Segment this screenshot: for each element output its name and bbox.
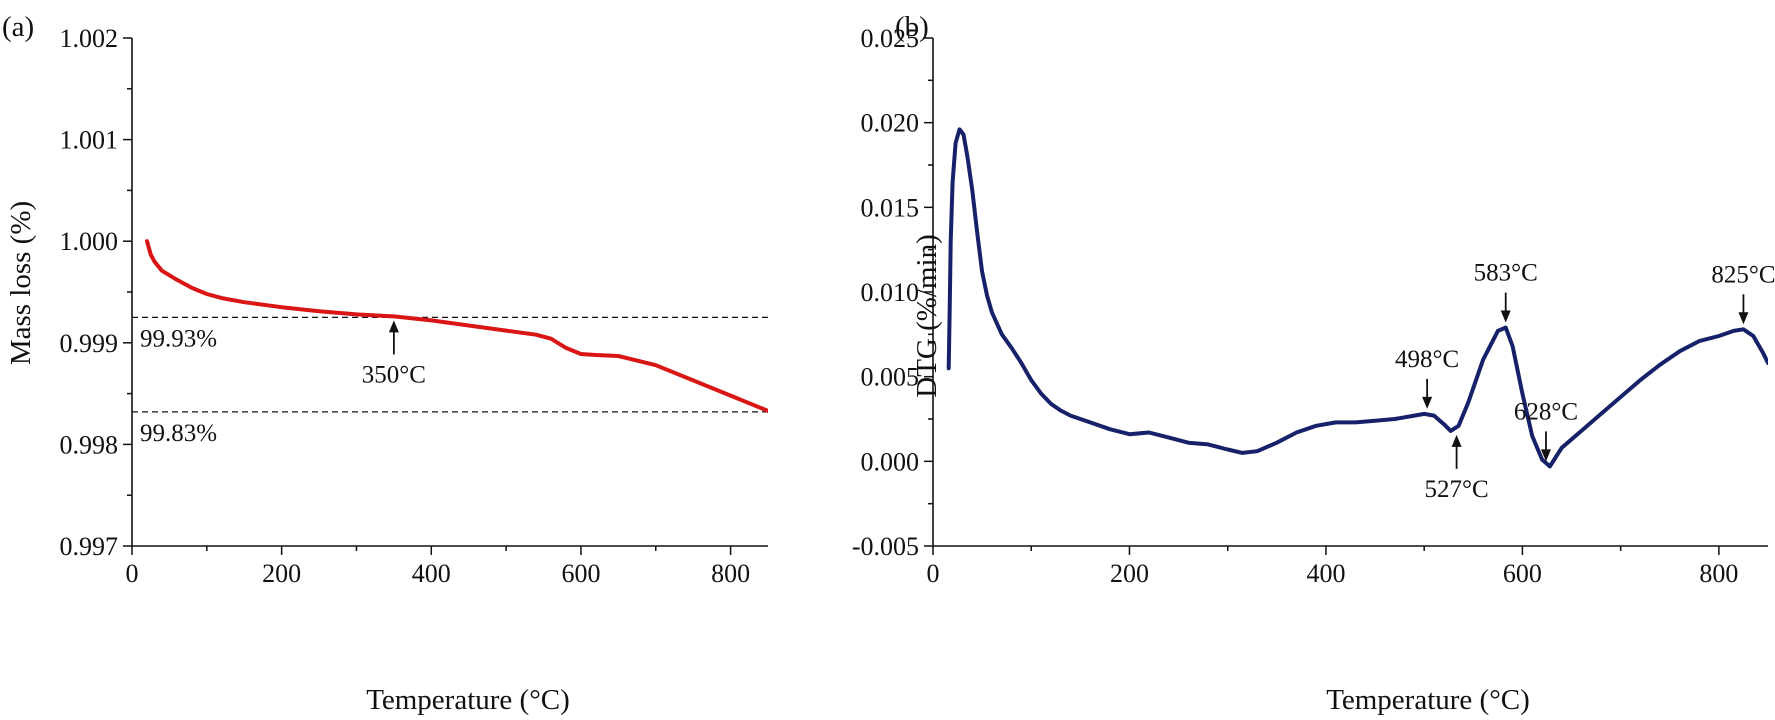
panel-b-series-line bbox=[946, 127, 1768, 469]
panel-a-y-axis-title: Mass loss (%) bbox=[5, 201, 37, 365]
panel-b-y-tick-label: 0.005 bbox=[861, 363, 920, 392]
panel-b-y-tick-label: 0.010 bbox=[861, 278, 920, 307]
annotation-label: 583°C bbox=[1474, 260, 1538, 287]
panel-b-x-tick-label: 800 bbox=[1699, 559, 1738, 588]
panel-a-x-tick-label: 200 bbox=[262, 559, 301, 588]
panel-b-x-tick-label: 0 bbox=[927, 559, 940, 588]
panel-a-reference-label: 99.93% bbox=[140, 325, 217, 352]
panel-b-annotation: 583°C bbox=[1474, 260, 1538, 323]
panel-a-x-tick-label: 0 bbox=[126, 559, 139, 588]
panel-b-annotation: 498°C bbox=[1395, 346, 1459, 409]
panel-a-annotation: 350°C bbox=[362, 320, 426, 388]
annotation-arrow-head bbox=[1422, 396, 1433, 409]
panel-a-y-tick-label: 1.000 bbox=[60, 227, 119, 256]
panel-a-y-tick-label: 0.999 bbox=[60, 329, 119, 358]
panel-b-dtg-chart: (b) DTG (%/min) Temperature (°C) 0 200 400… bbox=[852, 11, 1775, 716]
panel-b-annotation: 825°C bbox=[1711, 261, 1775, 325]
panel-a-y-tick-label: 1.001 bbox=[60, 126, 119, 155]
panel-a-mass-loss-chart: (a) Mass loss (%) Temperature (°C) 0 200 4… bbox=[2, 11, 768, 716]
annotation-label: 628°C bbox=[1514, 398, 1578, 425]
panel-a-x-tick-label: 400 bbox=[412, 559, 451, 588]
annotation-arrow-head bbox=[1451, 434, 1462, 447]
panel-b-label: (b) bbox=[895, 11, 929, 43]
annotation-arrow-head bbox=[1500, 310, 1511, 323]
annotation-arrow-head bbox=[1540, 449, 1551, 462]
panel-b-y-tick-label: 0.015 bbox=[861, 193, 920, 222]
panel-a-x-axis-title: Temperature (°C) bbox=[366, 684, 570, 716]
annotation-arrow-head bbox=[388, 320, 399, 333]
panel-a-reference-label: 99.83% bbox=[140, 420, 217, 447]
panel-b-x-tick-label: 400 bbox=[1306, 559, 1345, 588]
panel-b-x-axis-title: Temperature (°C) bbox=[1326, 684, 1530, 716]
panel-b-annotation: 527°C bbox=[1425, 434, 1489, 503]
panel-b-y-tick-label: -0.005 bbox=[852, 532, 919, 561]
panel-a-x-tick-label: 800 bbox=[711, 559, 750, 588]
panel-b-x-tick-label: 200 bbox=[1110, 559, 1149, 588]
panel-a-label: (a) bbox=[2, 11, 34, 43]
panel-b-y-tick-label: 0.000 bbox=[861, 447, 920, 476]
annotation-label: 825°C bbox=[1711, 261, 1775, 288]
panel-b-x-tick-label: 600 bbox=[1503, 559, 1542, 588]
panel-a-x-tick-label: 600 bbox=[561, 559, 600, 588]
panel-a-y-tick-label: 1.002 bbox=[60, 24, 119, 53]
annotation-arrow-head bbox=[1738, 312, 1749, 325]
panel-b-y-tick-label: 0.020 bbox=[861, 109, 920, 138]
panel-b-y-axis-title: DTG (%/min) bbox=[911, 234, 943, 398]
panel-b-y-tick-label: 0.025 bbox=[861, 24, 920, 53]
annotation-label: 498°C bbox=[1395, 346, 1459, 373]
panel-a-y-tick-label: 0.997 bbox=[60, 532, 119, 561]
annotation-label: 527°C bbox=[1425, 476, 1489, 503]
panel-a-y-tick-label: 0.998 bbox=[60, 430, 119, 459]
panel-b-annotation: 628°C bbox=[1514, 398, 1578, 462]
annotation-label: 350°C bbox=[362, 361, 426, 388]
panel-a-series-line bbox=[145, 239, 768, 413]
